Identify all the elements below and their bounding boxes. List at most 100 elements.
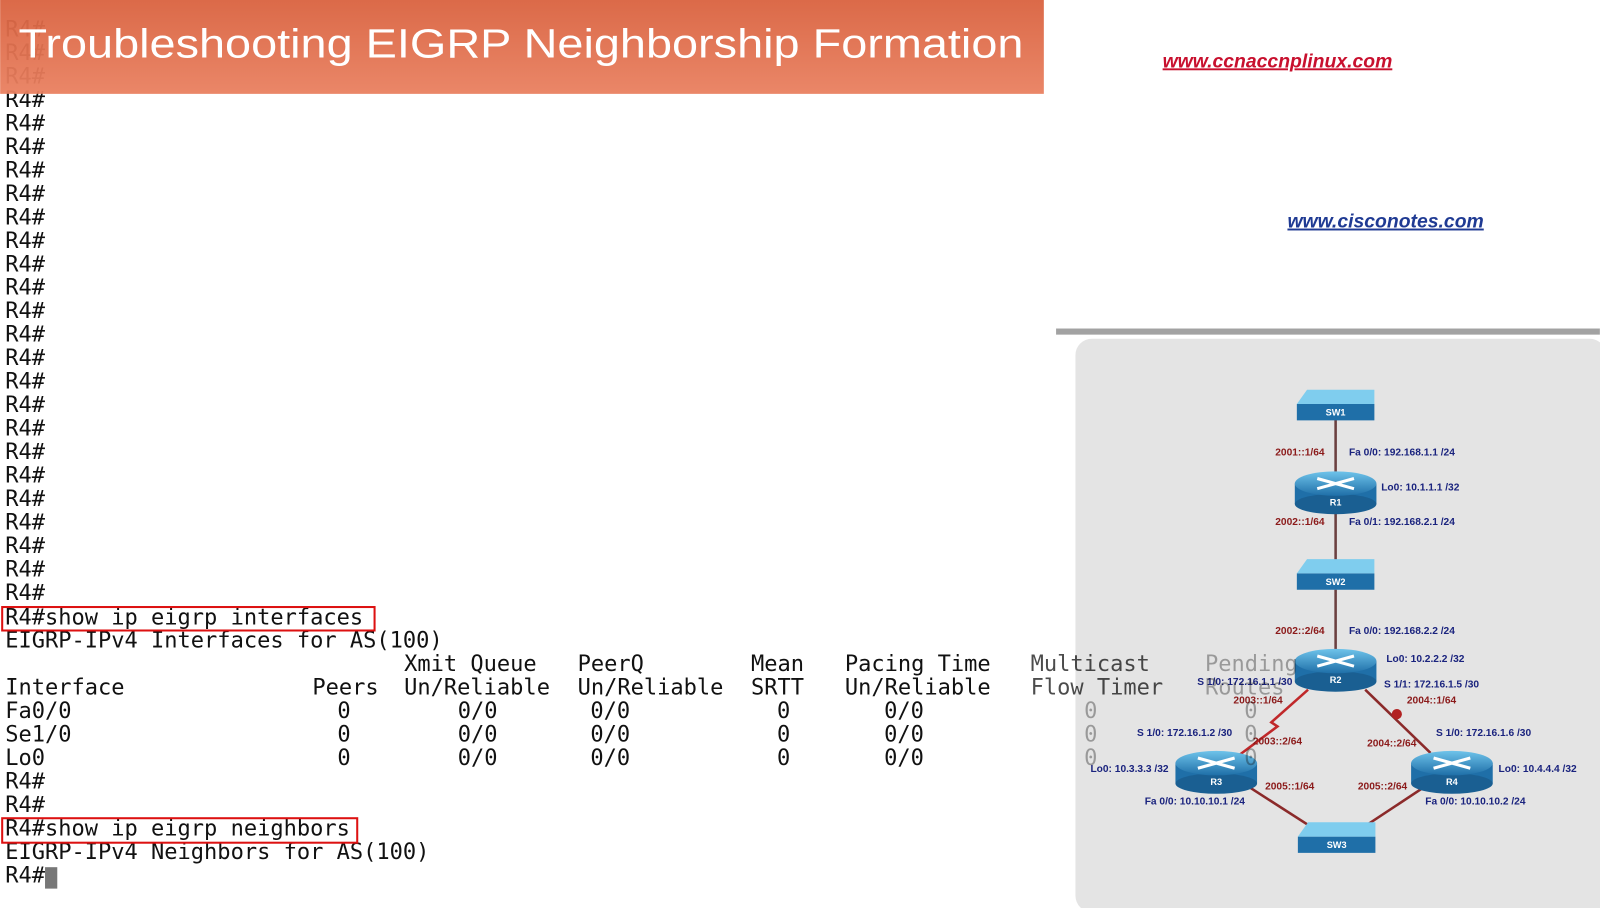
highlight-box [1, 817, 359, 844]
router-arrows [1433, 756, 1471, 770]
prompt-line: R4# [5, 323, 46, 348]
device-name: SW1 [1326, 408, 1346, 418]
table-cell: Lo0 [5, 746, 45, 771]
switch-icon [1296, 389, 1375, 405]
router-icon [1294, 671, 1377, 692]
interface-label: S 1/1: 172.16.1.5 /30 [1384, 679, 1479, 690]
prompt-line: R4# [5, 135, 46, 160]
table-cell: 0/0 [458, 746, 498, 771]
column-header: Pending [1205, 652, 1298, 677]
switch-icon [1297, 822, 1376, 837]
prompt-line: R4# [5, 417, 46, 442]
interface-label: Fa 0/0: 10.10.10.1 /24 [1145, 797, 1246, 808]
table-cell: 0/0 [458, 699, 498, 724]
shadow-line [1056, 328, 1600, 335]
slide-title: Troubleshooting EIGRP Neighborship Forma… [19, 21, 1024, 67]
interface-label: 2002::2/64 [1275, 626, 1325, 637]
prompt-line: R4# [5, 158, 46, 183]
column-header: Routes [1205, 676, 1285, 701]
table-cell: 0 [1244, 723, 1257, 748]
prompt-line: R4# [5, 111, 46, 136]
command-line: R4#show ip eigrp interfaces [5, 605, 363, 630]
interface-label: 2003::1/64 [1233, 696, 1283, 707]
prompt-line: R4# [5, 534, 46, 559]
table-cell: 0/0 [458, 723, 498, 748]
table-cell: 0 [1084, 699, 1097, 724]
prompt-line: R4# [5, 863, 46, 888]
prompt-line: R4# [5, 299, 46, 324]
prompt-line: R4# [5, 276, 46, 301]
interface-label: S 1/0: 172.16.1.6 /30 [1436, 728, 1531, 739]
table-cell: 0 [777, 746, 790, 771]
table-cell: 0/0 [590, 699, 630, 724]
interface-label: 2004::1/64 [1407, 696, 1457, 707]
column-header: Un/Reliable [845, 676, 991, 701]
table-cell: Fa0/0 [5, 699, 71, 724]
table-cell: 0/0 [884, 699, 924, 724]
prompt-line: R4# [5, 229, 46, 254]
table-cell: 0/0 [884, 723, 924, 748]
prompt-line: R4# [5, 346, 46, 371]
interface-label: Lo0: 10.3.3.3 /32 [1090, 764, 1168, 775]
column-header: Interface [5, 676, 124, 701]
prompt-line: R4# [5, 770, 46, 795]
interface-label: Fa 0/0: 192.168.2.2 /24 [1349, 626, 1455, 637]
device-name: SW2 [1326, 577, 1346, 587]
table-cell: 0 [1084, 723, 1097, 748]
column-header: Un/Reliable [404, 676, 550, 701]
command-line: R4#show ip eigrp neighbors [5, 816, 350, 841]
table-cell: 0 [777, 699, 790, 724]
prompt-line: R4# [5, 370, 46, 395]
highlight-box [1, 606, 376, 632]
device-name: R2 [1330, 675, 1342, 685]
column-header: Un/Reliable [578, 676, 724, 701]
interface-label: 2001::1/64 [1275, 448, 1325, 459]
table-cell: Se1/0 [5, 723, 71, 748]
device-name: R3 [1210, 777, 1222, 787]
website-link[interactable]: www.cisconotes.com [1287, 211, 1483, 233]
terminal-line: EIGRP-IPv4 Interfaces for AS(100) [5, 629, 442, 654]
prompt-line: R4# [5, 557, 46, 582]
column-header: Mean [751, 652, 804, 677]
interface-label: 2005::2/64 [1358, 781, 1408, 792]
router-icon [1175, 773, 1258, 794]
router-icon [1294, 493, 1377, 515]
router-arrows [1197, 756, 1236, 770]
cursor [45, 867, 58, 889]
interface-label: Lo0: 10.4.4.4 /32 [1499, 764, 1577, 775]
prompt-line: R4# [5, 463, 46, 488]
switch-icon [1296, 573, 1375, 590]
column-header: Xmit Queue [404, 652, 537, 677]
prompt-line: R4# [5, 581, 46, 606]
device-name: SW3 [1327, 840, 1347, 850]
interface-label: S 1/0: 172.16.1.2 /30 [1137, 728, 1232, 739]
interface-label: Fa 0/0: 192.168.1.1 /24 [1349, 448, 1455, 459]
table-cell: 0 [1244, 699, 1257, 724]
switch-icon [1296, 404, 1375, 421]
table-cell: 0/0 [590, 723, 630, 748]
interface-label: Fa 0/1: 192.168.2.1 /24 [1349, 517, 1455, 528]
table-cell: 0 [337, 746, 350, 771]
prompt-line: R4# [5, 440, 46, 465]
table-cell: 0 [337, 723, 350, 748]
router-arrows [1316, 477, 1355, 491]
website-link[interactable]: www.ccnaccnplinux.com [1163, 50, 1393, 72]
terminal: R4#R4#R4#R4#R4#R4#R4#R4#R4#R4#R4#R4#R4#R… [5, 18, 1298, 889]
column-header: Peers [312, 676, 378, 701]
prompt-line: R4# [5, 205, 46, 230]
switch-icon [1296, 559, 1375, 574]
interface-label: Fa 0/0: 10.10.10.2 /24 [1425, 797, 1526, 808]
terminal-line: EIGRP-IPv4 Neighbors for AS(100) [5, 840, 429, 865]
prompt-line: R4# [5, 487, 46, 512]
column-header: Pacing Time [845, 652, 991, 677]
prompt-line: R4# [5, 510, 46, 535]
column-header: SRTT [751, 676, 804, 701]
interface-label: S 1/0: 172.16.1.1 /30 [1197, 677, 1292, 688]
column-header: PeerQ [578, 652, 644, 677]
table-cell: 0 [1244, 746, 1257, 771]
interface-label: 2004::2/64 [1367, 738, 1417, 749]
table-cell: 0 [777, 723, 790, 748]
device-name: R1 [1330, 497, 1342, 507]
